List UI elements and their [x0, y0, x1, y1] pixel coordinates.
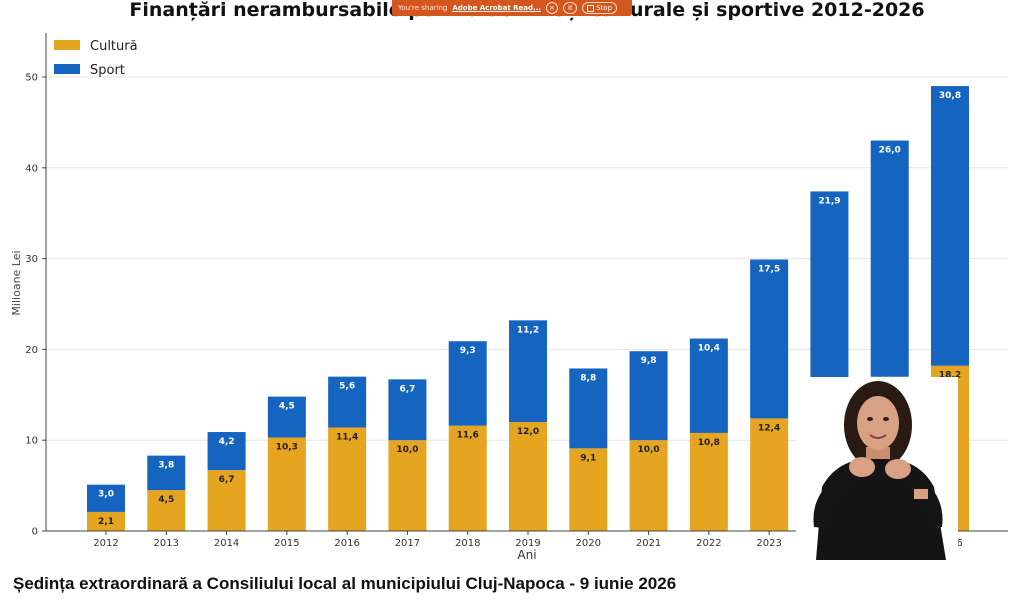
y-tick-label: 40	[25, 163, 38, 174]
x-tick-label: 2013	[154, 538, 179, 549]
bar-value-label: 10,4	[698, 344, 720, 354]
legend-swatch-sport	[54, 64, 80, 74]
bar-value-label: 26,0	[879, 146, 901, 156]
bar-sport-2012	[87, 484, 125, 512]
legend-swatch-cultura	[54, 40, 80, 50]
legend: Cultură Sport	[54, 39, 138, 78]
bar-sport-2026	[931, 86, 969, 366]
y-tick-label: 20	[25, 345, 38, 356]
bar-sport-2015	[267, 396, 306, 438]
bar-value-label: 10,3	[276, 442, 298, 452]
bar-cultura-2021	[629, 440, 668, 531]
interpreter-mouth	[869, 434, 887, 439]
bar-cultura-2013	[147, 490, 186, 531]
interpreter-arm-left	[813, 469, 862, 529]
interpreter-face	[857, 396, 899, 450]
interpreter-eye-right	[883, 417, 889, 421]
bar-sport-2025	[870, 140, 909, 377]
bar-cultura-2022	[689, 432, 728, 531]
x-tick-label: 2019	[515, 538, 540, 549]
bar-value-label: 4,5	[158, 495, 174, 505]
bar-sport-2022	[689, 338, 728, 433]
stop-sharing-button[interactable]: Stop	[582, 2, 618, 14]
x-tick-label: 2016	[334, 538, 359, 549]
y-tick-label: 30	[25, 254, 38, 265]
screen-sharing-bar: You're sharing Adobe Acrobat Read... × I…	[392, 0, 632, 16]
bar-value-label: 18,2	[939, 371, 961, 381]
bar-sport-2016	[328, 376, 367, 428]
y-tick-label: 50	[25, 73, 38, 84]
bar-sport-2013	[147, 455, 186, 491]
y-axis-ticks: 0 10 20 30 40 50	[25, 73, 46, 538]
bar-value-label: 9,1	[580, 453, 596, 463]
x-tick-label: 2014	[214, 538, 239, 549]
bar-value-label: 4,2	[219, 437, 235, 447]
bar-cultura-2023	[750, 418, 789, 531]
bar-sport-2019	[509, 320, 547, 423]
bar-sport-2021	[629, 351, 668, 441]
stop-label: Stop	[596, 4, 613, 12]
bar-value-label: 2,1	[98, 517, 114, 527]
x-axis-label: Ani	[517, 548, 536, 562]
sharing-prefix: You're sharing	[398, 4, 448, 12]
bar-sport-2017	[388, 379, 427, 441]
bar-value-label: 3,0	[98, 490, 114, 500]
stop-icon	[587, 4, 595, 12]
bar-cultura-2017	[388, 440, 427, 531]
interpreter-eye-left	[867, 417, 873, 421]
bar-sport-2014	[207, 432, 246, 471]
bar-value-label: 17,5	[758, 265, 780, 275]
bar-value-label: 12,0	[517, 427, 539, 437]
bar-cultura-2014	[207, 470, 246, 531]
x-tick-label: 2015	[274, 538, 299, 549]
bar-cultura-2015	[267, 437, 306, 531]
bar-value-label: 11,4	[336, 432, 358, 442]
interpreter-forearm-right	[914, 489, 928, 499]
bar-value-label: 10,0	[396, 445, 418, 455]
bar-cultura-2016	[328, 427, 367, 531]
x-tick-label: 2021	[636, 538, 661, 549]
y-axis-label: Milioane Lei	[10, 250, 23, 315]
x-tick-label: 2017	[395, 538, 420, 549]
bar-value-label: 12,4	[758, 423, 780, 433]
sign-language-interpreter-video	[796, 377, 958, 560]
bar-value-label: 11,2	[517, 325, 539, 335]
bar-sport-2018	[448, 341, 487, 426]
y-tick-label: 10	[25, 436, 38, 447]
x-tick-label: 2018	[455, 538, 480, 549]
bar-value-label: 8,8	[580, 373, 596, 383]
interpreter-hand-right	[885, 459, 911, 479]
bar-cultura-2019	[509, 422, 547, 531]
x-tick-label: 2023	[756, 538, 781, 549]
bar-value-label: 6,7	[399, 384, 415, 394]
y-tick-label: 0	[32, 527, 38, 538]
shared-app-link[interactable]: Adobe Acrobat Read...	[452, 4, 541, 12]
close-icon[interactable]: ×	[545, 2, 558, 14]
bar-value-label: 30,8	[939, 91, 961, 101]
bar-value-label: 10,0	[637, 445, 659, 455]
bar-sport-2020	[569, 368, 608, 449]
x-tick-label: 2022	[696, 538, 721, 549]
legend-label: Cultură	[90, 39, 138, 54]
bar-value-label: 10,8	[698, 438, 720, 448]
bar-value-label: 6,7	[219, 475, 235, 485]
x-tick-label: 2020	[576, 538, 601, 549]
bar-cultura-2020	[569, 448, 608, 531]
bar-value-label: 21,9	[818, 196, 840, 206]
pause-button[interactable]: II	[562, 2, 578, 14]
bar-cultura-2018	[448, 425, 487, 531]
bar-value-label: 9,3	[460, 346, 476, 356]
bar-value-label: 11,6	[457, 431, 479, 441]
bar-sport-2023	[750, 259, 789, 419]
x-tick-label: 2012	[93, 538, 118, 549]
bar-value-label: 4,5	[279, 402, 295, 412]
bar-value-label: 3,8	[158, 461, 174, 471]
interpreter-hand-left	[849, 457, 875, 477]
bar-cultura-2012	[87, 511, 125, 531]
video-caption: Ședința extraordinară a Consiliului loca…	[13, 574, 677, 593]
legend-label: Sport	[90, 63, 125, 78]
bar-sport-2024	[810, 191, 849, 391]
bar-value-label: 9,8	[641, 356, 657, 366]
bar-value-label: 5,6	[339, 382, 355, 392]
